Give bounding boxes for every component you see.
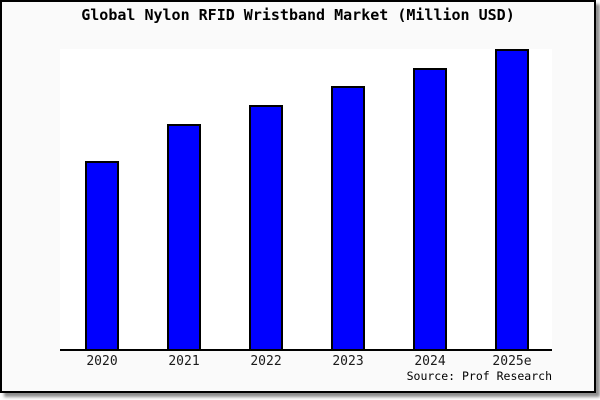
x-tick-label-2020: 2020 bbox=[86, 354, 118, 369]
x-tick-label-2021: 2021 bbox=[168, 354, 200, 369]
bar-2025e bbox=[495, 49, 529, 349]
bar-2023 bbox=[331, 86, 365, 349]
x-tick-label-2022: 2022 bbox=[250, 354, 282, 369]
x-tick-label-2023: 2023 bbox=[332, 354, 364, 369]
x-tick-label-2025e: 2025e bbox=[492, 354, 532, 369]
x-axis: 2020 2021 2022 2023 2024 2025e bbox=[60, 354, 552, 370]
source-note: Source: Prof Research bbox=[406, 369, 552, 383]
chart-title: Global Nylon RFID Wristband Market (Mill… bbox=[81, 6, 515, 24]
chart-frame: Global Nylon RFID Wristband Market (Mill… bbox=[0, 0, 596, 393]
plot-area bbox=[60, 49, 552, 351]
bar-2022 bbox=[249, 105, 283, 349]
bar-2020 bbox=[85, 161, 119, 349]
bar-2021 bbox=[167, 124, 201, 349]
bar-2024 bbox=[413, 68, 447, 349]
x-tick-label-2024: 2024 bbox=[414, 354, 446, 369]
